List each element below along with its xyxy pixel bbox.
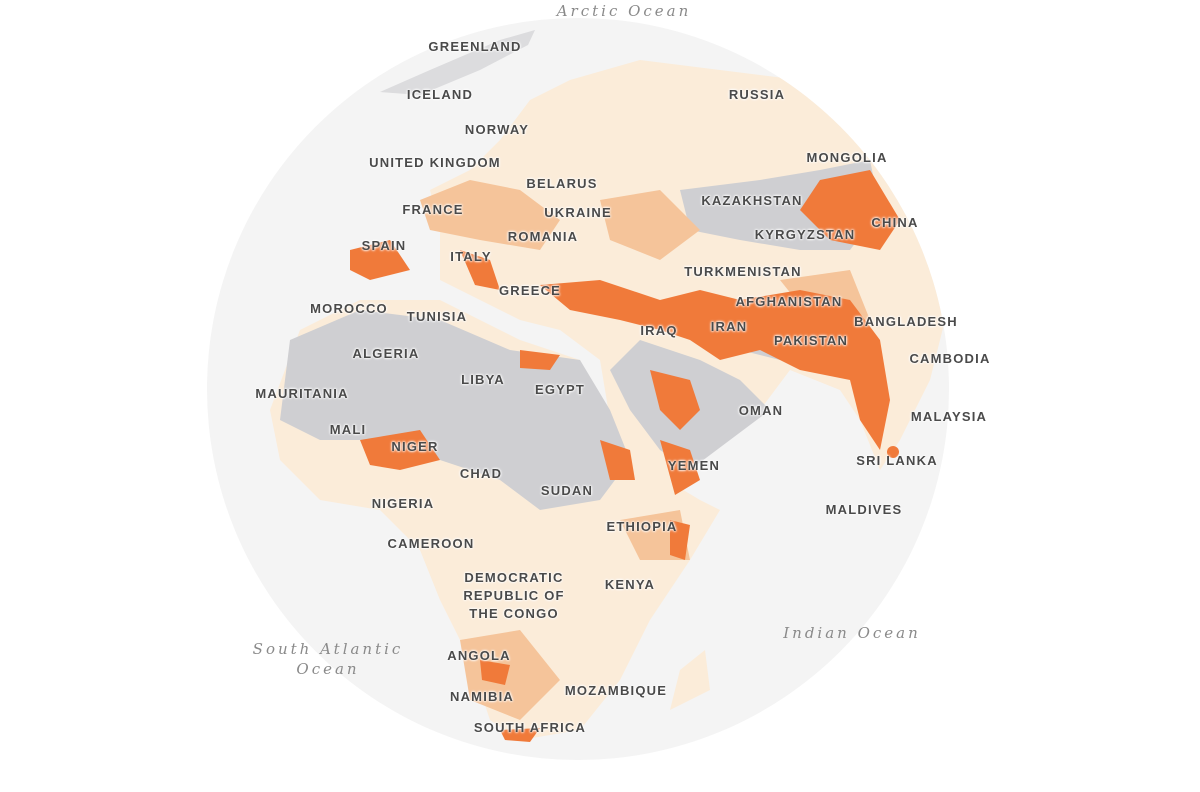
country-label: GREECE	[498, 283, 562, 298]
country-label: MALAYSIA	[910, 409, 988, 424]
country-label: TURKMENISTAN	[684, 264, 802, 279]
country-label: KYRGYZSTAN	[754, 227, 856, 242]
country-label: ITALY	[450, 249, 492, 264]
country-label: ALGERIA	[352, 346, 420, 361]
country-label: KENYA	[604, 577, 656, 592]
country-label: CAMBODIA	[909, 351, 991, 366]
country-label: CAMEROON	[387, 536, 475, 551]
country-label: IRAQ	[640, 323, 678, 338]
high-regions	[350, 170, 900, 742]
land-eurasia	[430, 60, 945, 500]
country-label: ANGOLA	[447, 648, 511, 663]
country-label: ROMANIA	[507, 229, 579, 244]
country-label: MALI	[329, 422, 367, 437]
country-label: SOUTH AFRICA	[473, 720, 587, 735]
ocean-label-indian: Indian Ocean	[783, 624, 921, 642]
country-label: TUNISIA	[406, 309, 468, 324]
country-label: NAMIBIA	[449, 689, 515, 704]
country-label: CHINA	[871, 215, 919, 230]
land-greenland	[380, 30, 535, 95]
country-label: IRAN	[710, 319, 748, 334]
land-madagascar	[670, 650, 710, 710]
ocean-label-arctic: Arctic Ocean	[556, 2, 692, 20]
country-label: SPAIN	[361, 238, 407, 253]
ocean-label-south-atlantic: South Atlantic Ocean	[252, 640, 404, 678]
country-label: UKRAINE	[544, 205, 612, 220]
country-label: ETHIOPIA	[606, 519, 678, 534]
country-label: UNITED KINGDOM	[369, 155, 501, 170]
country-label: YEMEN	[667, 458, 721, 473]
country-label: NIGERIA	[371, 496, 435, 511]
country-label: EGYPT	[534, 382, 586, 397]
country-label: CHAD	[459, 466, 503, 481]
country-label: SRI LANKA	[856, 453, 938, 468]
country-label: NORWAY	[464, 122, 530, 137]
country-label: MONGOLIA	[806, 150, 888, 165]
country-label: NIGER	[391, 439, 439, 454]
country-label: DEMOCRATIC REPUBLIC OF THE CONGO	[463, 570, 565, 621]
country-label: SUDAN	[540, 483, 594, 498]
land-sri-lanka	[887, 446, 899, 458]
country-label: OMAN	[738, 403, 784, 418]
country-label: FRANCE	[402, 202, 464, 217]
country-label: MAURITANIA	[255, 386, 349, 401]
country-label: MALDIVES	[825, 502, 903, 517]
country-label: AFGHANISTAN	[735, 294, 843, 309]
country-label: ICELAND	[406, 87, 474, 102]
country-label: LIBYA	[461, 372, 505, 387]
country-label: RUSSIA	[728, 87, 786, 102]
country-label: BANGLADESH	[854, 314, 958, 329]
country-label: MOROCCO	[310, 301, 388, 316]
country-label: KAZAKHSTAN	[701, 193, 803, 208]
country-label: MOZAMBIQUE	[564, 683, 668, 698]
country-label: PAKISTAN	[773, 333, 849, 348]
country-label: GREENLAND	[428, 39, 522, 54]
country-label: BELARUS	[526, 176, 598, 191]
